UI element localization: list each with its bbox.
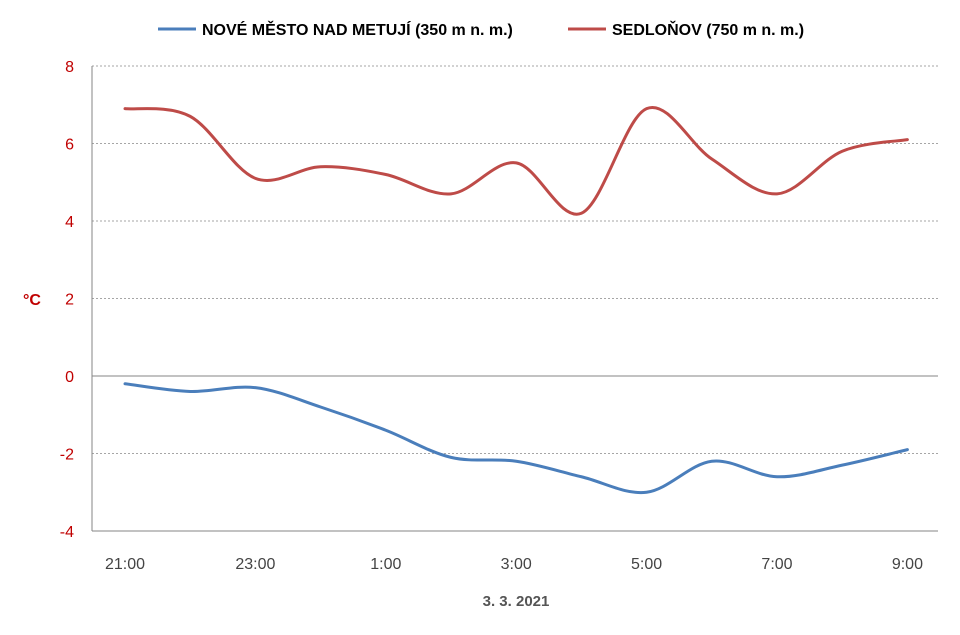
series-lines <box>123 105 909 495</box>
x-tick-label: 9:00 <box>892 556 923 573</box>
y-tick-label: 2 <box>65 292 74 309</box>
legend: NOVÉ MĚSTO NAD METUJÍ (350 m n. m.) SEDL… <box>158 20 804 39</box>
x-axis-label: 3. 3. 2021 <box>483 593 550 610</box>
y-tick-labels: -4 -2 0 2 4 6 8 <box>60 59 74 541</box>
legend-label-sedlonov: SEDLOŇOV (750 m n. m.) <box>612 20 804 39</box>
y-tick-label: 8 <box>65 59 74 76</box>
x-tick-label: 1:00 <box>370 556 401 573</box>
legend-label-nove-mesto: NOVÉ MĚSTO NAD METUJÍ (350 m n. m.) <box>202 20 513 39</box>
series-line-nove-mesto <box>123 382 909 495</box>
x-tick-label: 21:00 <box>105 556 145 573</box>
axes <box>91 66 938 532</box>
x-tick-labels: 21:00 23:00 1:00 3:00 5:00 7:00 9:00 <box>105 556 923 573</box>
y-tick-label: -4 <box>60 524 74 541</box>
y-tick-label: 4 <box>65 214 74 231</box>
grid-lines <box>92 65 938 454</box>
x-tick-label: 3:00 <box>501 556 532 573</box>
x-tick-label: 23:00 <box>235 556 275 573</box>
y-tick-label: 6 <box>65 137 74 154</box>
series-line-sedlonov <box>123 105 909 216</box>
y-axis-label: °C <box>23 292 41 309</box>
x-tick-label: 7:00 <box>761 556 792 573</box>
x-tick-label: 5:00 <box>631 556 662 573</box>
y-tick-label: 0 <box>65 369 74 386</box>
y-tick-label: -2 <box>60 447 74 464</box>
